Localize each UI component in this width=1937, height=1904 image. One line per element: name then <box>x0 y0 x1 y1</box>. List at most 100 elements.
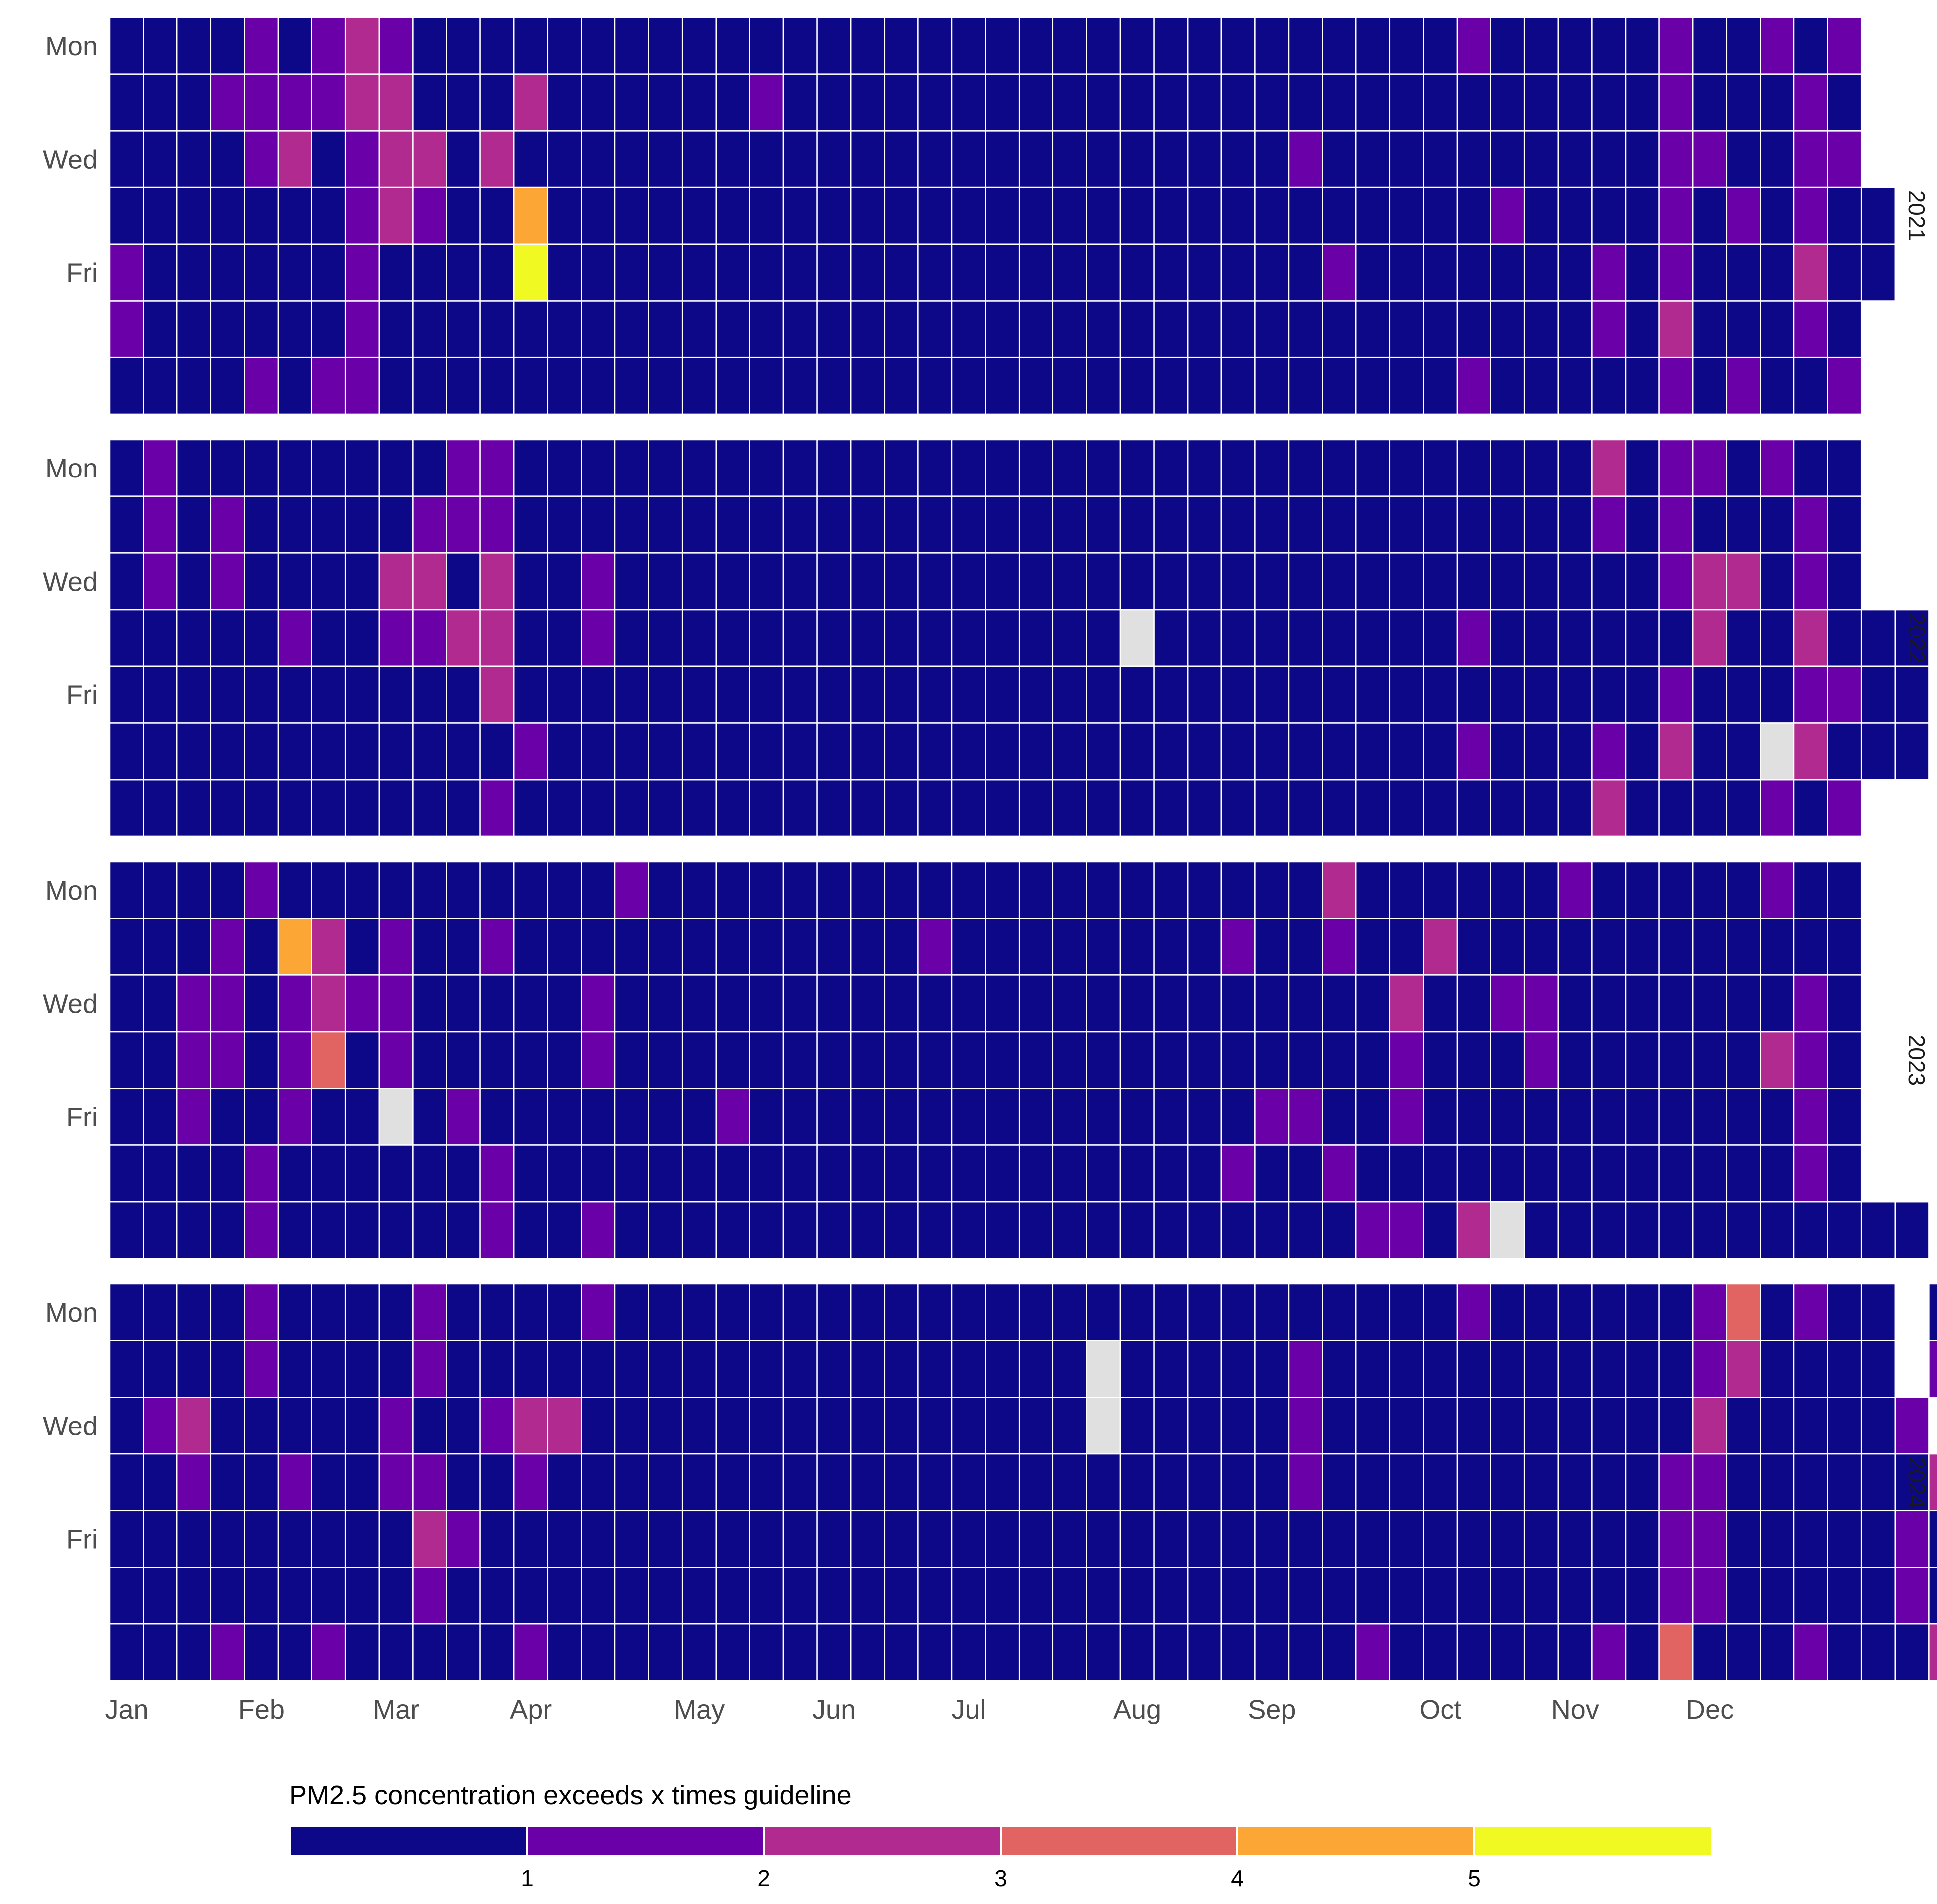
day-cell <box>547 300 582 358</box>
day-cell <box>412 1510 447 1568</box>
day-cell <box>109 609 144 667</box>
day-cell <box>1557 609 1593 667</box>
day-cell <box>176 186 212 245</box>
day-cell <box>681 356 717 415</box>
day-cell <box>176 552 212 611</box>
day-cell <box>749 609 784 667</box>
day-cell <box>1456 861 1491 919</box>
day-cell <box>715 722 750 781</box>
day-cell <box>1827 186 1862 245</box>
day-cell <box>985 243 1020 302</box>
day-cell <box>1625 495 1660 554</box>
day-cell <box>1591 1397 1627 1455</box>
day-cell <box>1658 356 1694 415</box>
day-cell <box>1760 1397 1795 1455</box>
day-cell <box>816 243 852 302</box>
day-cell <box>311 1623 346 1682</box>
day-cell <box>143 186 178 245</box>
day-cell <box>277 356 312 415</box>
day-cell <box>1760 73 1795 132</box>
day-cell <box>850 665 886 724</box>
day-cell <box>1254 356 1290 415</box>
day-cell <box>143 552 178 611</box>
day-cell <box>1187 665 1222 724</box>
day-cell <box>412 16 447 75</box>
day-cell <box>109 861 144 919</box>
day-cell <box>1557 1510 1593 1568</box>
day-cell <box>951 1340 986 1398</box>
day-cell <box>917 1567 953 1625</box>
day-cell <box>109 439 144 497</box>
day-cell <box>1355 1510 1391 1568</box>
day-cell <box>1423 665 1458 724</box>
day-cell <box>985 722 1020 781</box>
day-cell <box>311 243 346 302</box>
day-cell <box>1523 552 1559 611</box>
day-cell <box>1322 1283 1357 1341</box>
day-cell <box>311 495 346 554</box>
day-cell <box>176 779 212 837</box>
day-cell <box>547 1510 582 1568</box>
day-cell <box>1625 552 1660 611</box>
day-cell <box>513 861 549 919</box>
day-cell <box>1760 16 1795 75</box>
day-cell <box>1119 1031 1155 1090</box>
day-cell <box>244 779 279 837</box>
day-cell <box>1052 73 1087 132</box>
day-cell <box>1456 495 1491 554</box>
day-cell <box>143 779 178 837</box>
day-cell <box>176 918 212 976</box>
day-cell <box>1018 186 1054 245</box>
day-cell <box>917 665 953 724</box>
day-cell <box>277 243 312 302</box>
day-cell <box>109 1201 144 1260</box>
day-cell <box>1187 722 1222 781</box>
day-cell <box>681 1201 717 1260</box>
day-cell <box>412 1283 447 1341</box>
day-cell <box>1220 918 1256 976</box>
day-cell <box>1254 779 1290 837</box>
day-cell <box>951 439 986 497</box>
day-cell <box>412 918 447 976</box>
day-cell <box>1119 16 1155 75</box>
day-cell <box>1557 779 1593 837</box>
day-cell <box>446 495 481 554</box>
day-cell <box>1760 974 1795 1033</box>
day-cell <box>1288 16 1323 75</box>
day-cell <box>1625 1567 1660 1625</box>
day-cell <box>1557 243 1593 302</box>
day-cell <box>816 16 852 75</box>
day-cell <box>244 1510 279 1568</box>
day-cell <box>547 609 582 667</box>
day-cell <box>1187 552 1222 611</box>
day-cell <box>1119 356 1155 415</box>
day-cell <box>1726 722 1761 781</box>
day-cell <box>1456 1088 1491 1146</box>
day-cell <box>715 779 750 837</box>
day-cell <box>1591 1283 1627 1341</box>
day-cell <box>681 439 717 497</box>
day-cell <box>1591 974 1627 1033</box>
day-cell <box>1119 1397 1155 1455</box>
day-cell <box>1860 1510 1896 1568</box>
year-strip-label: 2023 <box>1904 1035 1930 1086</box>
day-cell <box>513 918 549 976</box>
day-cell <box>1119 73 1155 132</box>
day-cell <box>1322 356 1357 415</box>
day-cell <box>244 300 279 358</box>
day-cell <box>378 243 414 302</box>
day-cell <box>1153 439 1189 497</box>
day-cell <box>581 861 616 919</box>
day-cell <box>1490 243 1525 302</box>
day-cell <box>344 609 380 667</box>
day-cell <box>951 918 986 976</box>
day-cell <box>681 918 717 976</box>
day-cell <box>1423 1340 1458 1398</box>
day-cell <box>1456 1340 1491 1398</box>
day-cell <box>277 495 312 554</box>
day-cell <box>749 243 784 302</box>
day-cell <box>244 1201 279 1260</box>
day-cell <box>1658 16 1694 75</box>
day-cell <box>1456 722 1491 781</box>
day-cell <box>917 300 953 358</box>
